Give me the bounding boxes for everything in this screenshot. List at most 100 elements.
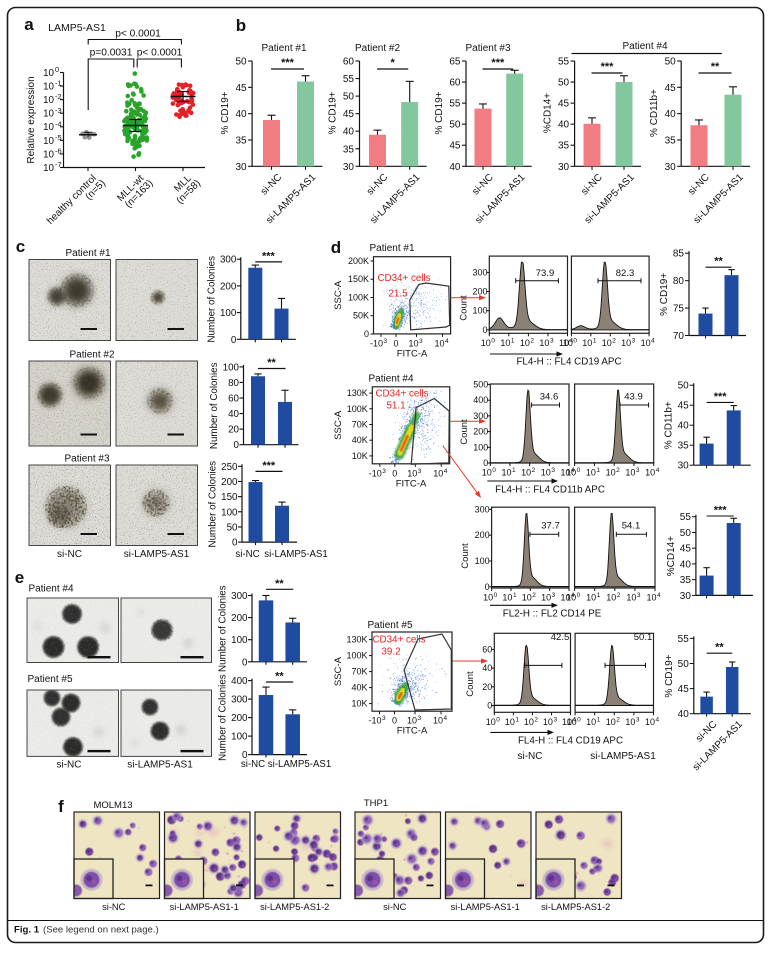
svg-text:0: 0 (234, 440, 240, 451)
svg-text:40: 40 (235, 109, 247, 120)
svg-text:300: 300 (231, 695, 248, 706)
svg-text:1: 1 (593, 337, 597, 344)
svg-text:10: 10 (505, 717, 515, 727)
svg-text:0: 0 (492, 467, 496, 474)
svg-text:Patient #1: Patient #1 (261, 43, 306, 54)
svg-text:LAMP5-AS1: LAMP5-AS1 (48, 22, 106, 34)
svg-text:4: 4 (445, 338, 449, 345)
svg-text:2: 2 (532, 592, 536, 599)
svg-text:SSC-A: SSC-A (333, 410, 344, 440)
svg-text:10: 10 (434, 338, 444, 348)
svg-text:100K: 100K (347, 404, 368, 414)
svg-text:Count: Count (459, 295, 470, 321)
svg-text:Patient #1: Patient #1 (65, 248, 110, 259)
svg-text:130K: 130K (346, 635, 367, 645)
svg-text:200K: 200K (348, 256, 369, 266)
svg-text:10: 10 (645, 468, 655, 478)
svg-text:50: 50 (678, 381, 690, 392)
svg-text:10: 10 (606, 468, 616, 478)
svg-text:100: 100 (221, 507, 238, 518)
svg-text:(See legend on next page.): (See legend on next page.) (43, 925, 159, 936)
svg-text:si-LAMP5-AS1: si-LAMP5-AS1 (590, 751, 656, 762)
svg-text:**: ** (711, 61, 720, 73)
svg-text:34.6: 34.6 (540, 391, 559, 402)
svg-text:FITC-A: FITC-A (397, 726, 428, 737)
svg-text:0: 0 (577, 467, 581, 474)
svg-text:3: 3 (552, 592, 556, 599)
svg-text:3: 3 (637, 592, 641, 599)
svg-text:35: 35 (343, 144, 355, 155)
svg-text:200: 200 (473, 427, 488, 437)
svg-text:40: 40 (482, 663, 492, 673)
svg-text:82.3: 82.3 (616, 268, 635, 279)
svg-text:10: 10 (43, 136, 54, 147)
svg-text:40K: 40K (352, 435, 368, 445)
svg-text:10: 10 (560, 468, 570, 478)
svg-text:10: 10 (433, 716, 443, 726)
svg-text:100: 100 (220, 308, 237, 319)
svg-text:1: 1 (596, 467, 600, 474)
svg-text:150K: 150K (348, 274, 369, 284)
svg-text:75: 75 (673, 304, 685, 315)
svg-text:40: 40 (449, 162, 461, 173)
svg-text:10: 10 (43, 122, 54, 133)
svg-text:200: 200 (231, 713, 248, 724)
svg-text:Count: Count (465, 671, 476, 697)
svg-text:10K: 10K (352, 451, 368, 461)
svg-text:CD34+ cells: CD34+ cells (375, 389, 428, 400)
svg-text:2: 2 (617, 592, 621, 599)
svg-text:10: 10 (43, 95, 54, 106)
svg-text:80: 80 (673, 276, 685, 287)
svg-text:40: 40 (665, 109, 677, 120)
svg-text:4: 4 (571, 467, 575, 474)
svg-text:1: 1 (513, 592, 517, 599)
svg-text:55: 55 (449, 99, 461, 110)
svg-text:% CD19+: % CD19+ (434, 91, 445, 134)
svg-text:-3: -3 (55, 106, 62, 115)
svg-text:51.1: 51.1 (386, 401, 405, 412)
svg-text:200: 200 (231, 613, 248, 624)
svg-text:Patient #2: Patient #2 (69, 350, 114, 361)
svg-text:SSC-A: SSC-A (333, 656, 344, 686)
svg-text:p< 0.0001: p< 0.0001 (115, 29, 161, 40)
svg-text:Number of Colonies: Number of Colonies (218, 674, 229, 761)
svg-text:0: 0 (482, 325, 487, 335)
svg-text:si-NC: si-NC (57, 549, 82, 560)
svg-text:0: 0 (485, 582, 490, 592)
svg-text:% CD19+: % CD19+ (659, 273, 670, 316)
svg-text:400: 400 (231, 676, 248, 687)
svg-text:10: 10 (641, 338, 651, 348)
svg-text:40K: 40K (351, 683, 367, 693)
svg-text:10: 10 (408, 338, 418, 348)
svg-text:50K: 50K (353, 311, 369, 321)
svg-text:% CD19+: % CD19+ (664, 654, 675, 697)
svg-text:***: *** (714, 505, 728, 517)
svg-text:0: 0 (496, 716, 500, 723)
svg-text:4: 4 (656, 467, 660, 474)
svg-text:-10: -10 (369, 468, 382, 478)
svg-text:1: 1 (597, 592, 601, 599)
svg-text:45: 45 (678, 401, 690, 412)
svg-text:10: 10 (407, 468, 417, 478)
svg-text:300: 300 (472, 267, 487, 277)
svg-text:45: 45 (343, 109, 355, 120)
svg-text:***: *** (491, 57, 505, 69)
svg-text:10: 10 (543, 717, 553, 727)
svg-text:0: 0 (393, 338, 398, 348)
svg-text:-10: -10 (370, 338, 383, 348)
svg-text:10: 10 (521, 468, 531, 478)
svg-text:si-NC: si-NC (57, 760, 82, 771)
svg-text:***: *** (262, 460, 276, 472)
svg-text:55: 55 (343, 74, 355, 85)
svg-text:100K: 100K (348, 293, 369, 303)
svg-text:10: 10 (586, 593, 596, 603)
svg-text:3: 3 (384, 338, 388, 345)
svg-text:si-NC: si-NC (383, 902, 407, 912)
svg-text:4: 4 (444, 715, 448, 722)
svg-text:si-LAMP5-AS1: si-LAMP5-AS1 (264, 549, 328, 560)
svg-text:%CD14+: %CD14+ (666, 536, 677, 576)
svg-text:10: 10 (566, 468, 576, 478)
svg-text:4: 4 (444, 468, 448, 475)
svg-text:0: 0 (577, 716, 581, 723)
svg-text:70K: 70K (352, 420, 368, 430)
